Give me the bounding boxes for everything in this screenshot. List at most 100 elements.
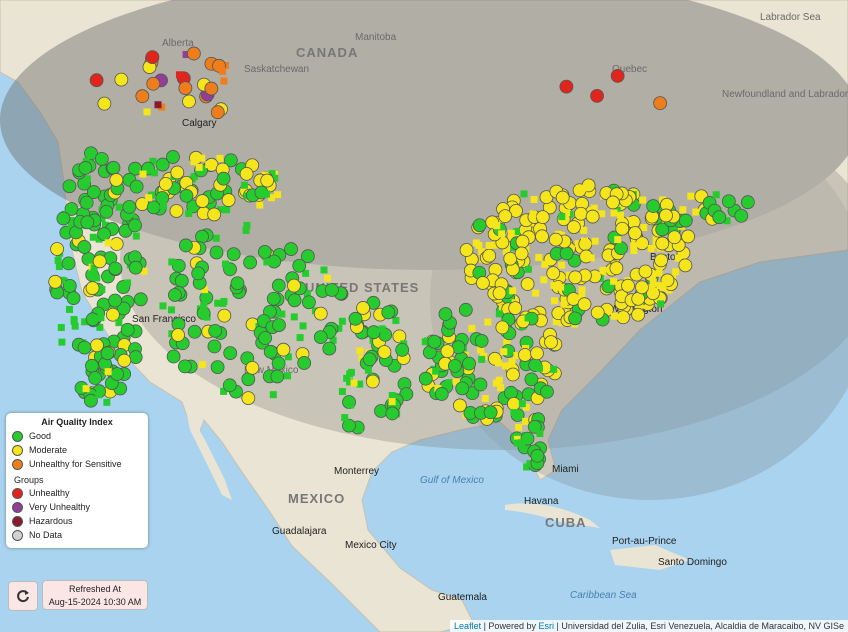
aqi-marker[interactable]	[475, 276, 490, 290]
aqi-marker[interactable]	[628, 226, 642, 240]
aqi-marker[interactable]	[652, 235, 660, 243]
aqi-marker[interactable]	[648, 284, 656, 292]
aqi-marker[interactable]	[270, 369, 285, 384]
aqi-marker[interactable]	[276, 342, 291, 357]
aqi-marker[interactable]	[524, 372, 539, 387]
aqi-marker[interactable]	[508, 358, 516, 366]
aqi-marker[interactable]	[579, 184, 587, 192]
aqi-marker[interactable]	[518, 439, 526, 447]
aqi-marker[interactable]	[587, 254, 595, 262]
aqi-marker[interactable]	[297, 356, 312, 370]
aqi-marker[interactable]	[171, 258, 186, 273]
aqi-marker[interactable]	[99, 204, 114, 219]
aqi-marker[interactable]	[145, 50, 160, 65]
aqi-marker[interactable]	[240, 181, 248, 189]
aqi-marker[interactable]	[268, 194, 276, 202]
aqi-marker[interactable]	[177, 359, 192, 374]
aqi-marker[interactable]	[346, 370, 354, 378]
aqi-marker[interactable]	[313, 330, 328, 345]
aqi-marker[interactable]	[513, 227, 521, 235]
aqi-marker[interactable]	[343, 374, 351, 382]
aqi-marker[interactable]	[609, 261, 624, 276]
aqi-marker[interactable]	[191, 266, 206, 281]
aqi-marker[interactable]	[365, 374, 380, 389]
aqi-marker[interactable]	[678, 213, 693, 228]
aqi-marker[interactable]	[692, 208, 700, 216]
aqi-marker[interactable]	[734, 208, 749, 223]
aqi-marker[interactable]	[296, 334, 304, 342]
aqi-marker[interactable]	[145, 194, 153, 202]
aqi-marker[interactable]	[202, 313, 210, 321]
aqi-marker[interactable]	[616, 211, 624, 219]
aqi-marker[interactable]	[578, 292, 586, 300]
aqi-marker[interactable]	[313, 306, 328, 321]
aqi-marker[interactable]	[110, 367, 125, 381]
aqi-marker[interactable]	[591, 237, 599, 245]
aqi-marker[interactable]	[258, 331, 273, 345]
aqi-marker[interactable]	[239, 166, 254, 181]
aqi-marker[interactable]	[120, 322, 135, 337]
aqi-marker[interactable]	[217, 308, 232, 323]
aqi-marker[interactable]	[149, 157, 157, 165]
aqi-marker[interactable]	[168, 288, 182, 302]
aqi-marker[interactable]	[518, 348, 532, 362]
aqi-marker[interactable]	[341, 414, 349, 422]
aqi-marker[interactable]	[508, 301, 523, 316]
aqi-marker[interactable]	[585, 207, 593, 215]
aqi-marker[interactable]	[90, 264, 98, 272]
aqi-marker[interactable]	[478, 382, 486, 390]
aqi-marker[interactable]	[290, 313, 298, 321]
aqi-marker[interactable]	[647, 244, 655, 252]
aqi-marker[interactable]	[574, 240, 582, 248]
aqi-marker[interactable]	[551, 297, 559, 305]
aqi-marker[interactable]	[392, 329, 407, 344]
aqi-marker[interactable]	[97, 96, 112, 111]
aqi-marker[interactable]	[638, 264, 653, 279]
aqi-marker[interactable]	[484, 318, 492, 326]
aqi-marker[interactable]	[220, 387, 228, 395]
aqi-marker[interactable]	[71, 322, 79, 330]
aqi-marker[interactable]	[381, 305, 396, 320]
aqi-marker[interactable]	[198, 154, 206, 162]
aqi-marker[interactable]	[655, 269, 663, 277]
aqi-marker[interactable]	[62, 179, 77, 194]
aqi-marker[interactable]	[55, 263, 63, 271]
aqi-marker[interactable]	[432, 367, 440, 375]
aqi-marker[interactable]	[502, 248, 510, 256]
aqi-marker[interactable]	[114, 72, 129, 87]
aqi-marker[interactable]	[610, 68, 625, 83]
aqi-marker[interactable]	[388, 392, 396, 400]
aqi-marker[interactable]	[356, 301, 370, 315]
aqi-marker[interactable]	[631, 307, 646, 322]
aqi-marker[interactable]	[653, 96, 668, 111]
aqi-marker[interactable]	[83, 175, 91, 183]
aqi-marker[interactable]	[223, 346, 238, 361]
aqi-marker[interactable]	[269, 391, 277, 399]
aqi-marker[interactable]	[158, 103, 166, 111]
aqi-marker[interactable]	[656, 282, 664, 290]
aqi-marker[interactable]	[329, 336, 337, 344]
aqi-marker[interactable]	[92, 254, 107, 269]
aqi-marker[interactable]	[263, 344, 278, 359]
aqi-marker[interactable]	[440, 344, 455, 359]
aqi-marker[interactable]	[245, 360, 260, 375]
aqi-marker[interactable]	[494, 359, 502, 367]
aqi-marker[interactable]	[477, 346, 485, 354]
aqi-marker[interactable]	[574, 206, 588, 221]
aqi-marker[interactable]	[182, 51, 190, 59]
aqi-marker[interactable]	[659, 208, 673, 223]
aqi-marker[interactable]	[565, 198, 573, 206]
aqi-marker[interactable]	[346, 378, 354, 386]
aqi-marker[interactable]	[88, 371, 103, 385]
aqi-marker[interactable]	[160, 202, 168, 210]
aqi-marker[interactable]	[555, 190, 570, 205]
aqi-marker[interactable]	[580, 226, 588, 234]
aqi-marker[interactable]	[104, 368, 112, 376]
aqi-marker[interactable]	[207, 207, 222, 222]
aqi-marker[interactable]	[472, 239, 480, 247]
aqi-marker[interactable]	[515, 234, 530, 249]
aqi-marker[interactable]	[503, 339, 511, 347]
aqi-marker[interactable]	[621, 278, 635, 293]
aqi-marker[interactable]	[507, 229, 515, 237]
aqi-marker[interactable]	[452, 378, 460, 386]
